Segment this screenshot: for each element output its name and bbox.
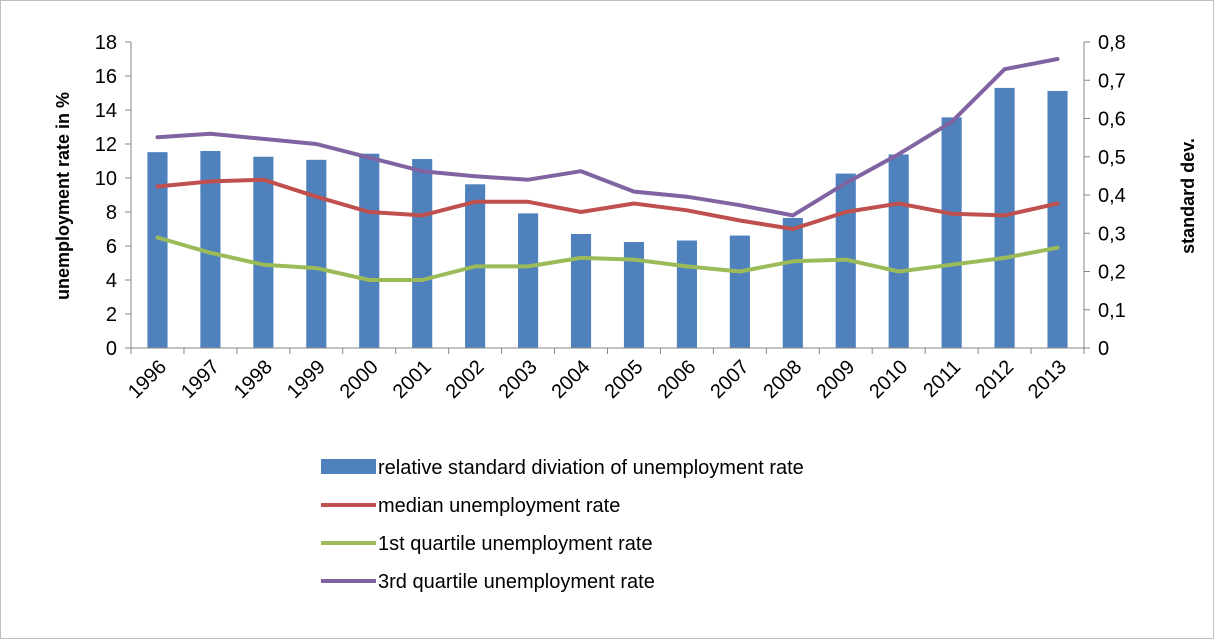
left-tick-label: 6 bbox=[106, 236, 117, 258]
bar-1998 bbox=[253, 156, 274, 348]
axes bbox=[125, 41, 1090, 354]
right-tick-label: 0,3 bbox=[1098, 223, 1126, 245]
bar-2004 bbox=[570, 234, 592, 348]
right-tick-label: 0,6 bbox=[1098, 109, 1126, 131]
right-tick-label: 0 bbox=[1098, 338, 1109, 360]
bar-1997 bbox=[200, 151, 221, 348]
x-tick-label: 2010 bbox=[865, 356, 912, 403]
bar-2005 bbox=[623, 242, 645, 348]
series-line bbox=[155, 177, 1060, 231]
x-tick-label: 2002 bbox=[442, 356, 489, 403]
x-tick-label: 2003 bbox=[495, 356, 542, 403]
x-tick-label: 2013 bbox=[1024, 356, 1071, 403]
bar-series bbox=[147, 87, 1068, 349]
right-axis-title: standard dev. bbox=[1178, 138, 1198, 254]
legend-label: 3rd quartile unemployment rate bbox=[378, 571, 655, 593]
x-tick-label: 1999 bbox=[283, 356, 330, 403]
left-tick-label: 18 bbox=[95, 32, 117, 54]
bar-2003 bbox=[518, 213, 539, 348]
legend-label: 1st quartile unemployment rate bbox=[378, 533, 653, 555]
bar-2008 bbox=[782, 217, 803, 348]
series-line bbox=[155, 57, 1060, 218]
bar-2007 bbox=[729, 235, 750, 348]
legend-swatch bbox=[321, 459, 376, 474]
left-tick-label: 12 bbox=[95, 134, 117, 156]
x-tick-label: 2011 bbox=[919, 356, 965, 402]
right-tick-label: 0,1 bbox=[1098, 300, 1126, 322]
x-axis-tick-labels: 1996 1997 1998 1999 2000 2001 2002 2003 2004 2005… bbox=[124, 356, 1071, 403]
left-tick-label: 14 bbox=[95, 100, 117, 122]
right-tick-label: 0,7 bbox=[1098, 70, 1126, 92]
right-axis-tick-labels: 0 0,1 0,2 0,3 0,4 0,5 0,6 0,7 0,8 bbox=[1098, 32, 1126, 360]
x-tick-label: 2000 bbox=[336, 356, 383, 403]
left-tick-label: 16 bbox=[95, 66, 117, 88]
legend-label: median unemployment rate bbox=[378, 495, 620, 517]
left-tick-label: 4 bbox=[106, 270, 117, 292]
legend-label: relative standard diviation of unemploym… bbox=[378, 457, 804, 479]
right-tick-label: 0,4 bbox=[1098, 185, 1126, 207]
left-axis-tick-labels: 0 2 4 6 8 10 12 14 16 18 bbox=[95, 32, 117, 360]
left-tick-label: 10 bbox=[95, 168, 117, 190]
x-tick-label: 1996 bbox=[124, 356, 171, 403]
bar-2013 bbox=[1047, 90, 1068, 349]
x-tick-label: 2009 bbox=[812, 356, 859, 403]
left-tick-label: 8 bbox=[106, 202, 117, 224]
right-tick-label: 0,2 bbox=[1098, 262, 1126, 284]
bar-2010 bbox=[888, 154, 909, 348]
bar-2006 bbox=[676, 240, 697, 348]
series-line bbox=[155, 235, 1060, 282]
bar-2012 bbox=[994, 87, 1015, 349]
x-tick-label: 2005 bbox=[600, 356, 647, 403]
right-tick-label: 0,5 bbox=[1098, 147, 1126, 169]
bar-1999 bbox=[306, 159, 327, 348]
x-tick-label: 2006 bbox=[653, 356, 700, 403]
bar-2011 bbox=[941, 117, 962, 348]
bar-2001 bbox=[412, 159, 433, 348]
bar-1996 bbox=[147, 152, 168, 348]
left-tick-label: 2 bbox=[106, 304, 117, 326]
x-tick-label: 2001 bbox=[389, 356, 436, 403]
x-tick-label: 2004 bbox=[548, 356, 595, 403]
x-tick-label: 2007 bbox=[706, 356, 753, 403]
left-axis-title: unemployment rate in % bbox=[53, 92, 73, 300]
x-tick-label: 2008 bbox=[759, 356, 806, 403]
left-tick-label: 0 bbox=[106, 338, 117, 360]
bar-2000 bbox=[359, 153, 380, 348]
line-series bbox=[155, 57, 1060, 282]
x-tick-label: 1997 bbox=[177, 356, 224, 403]
right-tick-label: 0,8 bbox=[1098, 32, 1126, 54]
legend: relative standard diviation of unemploym… bbox=[321, 457, 804, 593]
x-tick-label: 2012 bbox=[971, 356, 1018, 403]
x-tick-label: 1998 bbox=[230, 356, 277, 403]
